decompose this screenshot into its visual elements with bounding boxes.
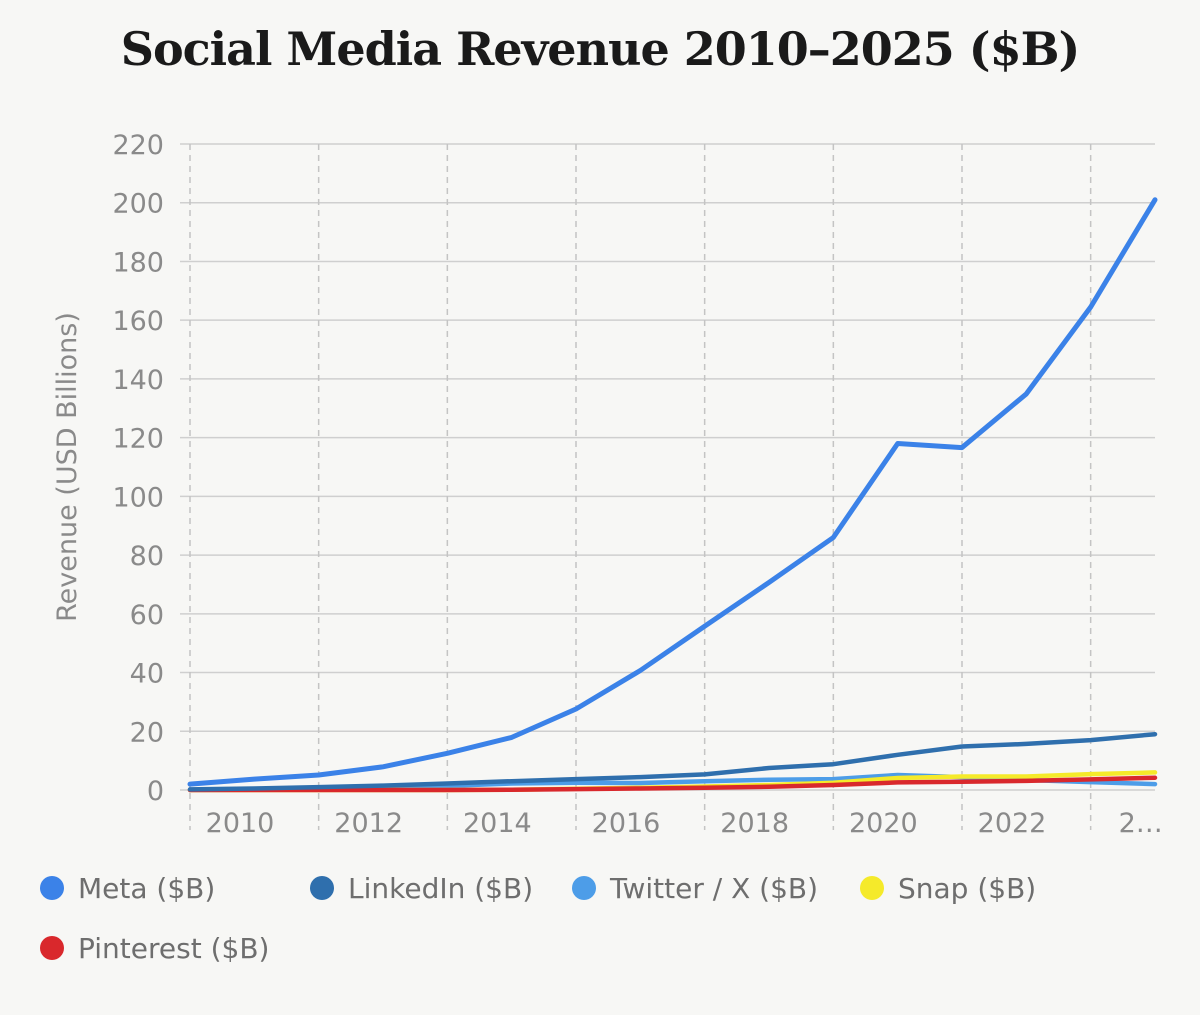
legend-swatch: [310, 876, 334, 900]
y-tick-label: 120: [112, 424, 164, 455]
y-tick-label: 220: [112, 130, 164, 161]
legend-label: Snap ($B): [898, 871, 1037, 905]
series-line-pinterest-b: [187, 775, 1158, 793]
x-axis-ticks: 2010 2012 2014 2016 2018 2020 2022 2…: [206, 808, 1163, 839]
y-tick-label: 140: [112, 365, 164, 396]
y-tick-label: 60: [130, 600, 164, 631]
y-tick-label: 0: [147, 776, 164, 807]
legend-swatch: [572, 876, 596, 900]
legend-swatch: [40, 936, 64, 960]
legend-label: Twitter / X ($B): [610, 871, 819, 905]
x-tick-label: 2014: [463, 808, 532, 839]
legend-item-pinterest-b[interactable]: Pinterest ($B): [40, 928, 269, 968]
series-line-linkedin-b: [187, 731, 1158, 792]
y-tick-label: 20: [130, 717, 164, 748]
y-axis-ticks: 0 20 40 60 80 100 120 140 160 180 200 220: [112, 130, 164, 807]
legend-swatch: [860, 876, 884, 900]
y-tick-label: 160: [112, 306, 164, 337]
y-tick-label: 100: [112, 482, 164, 513]
x-tick-label: 2018: [720, 808, 789, 839]
legend-item-linkedin-b[interactable]: LinkedIn ($B): [310, 868, 533, 908]
legend-item-snap-b[interactable]: Snap ($B): [860, 868, 1036, 908]
legend-label: Meta ($B): [78, 871, 216, 905]
y-axis-title: Revenue (USD Billions): [52, 312, 83, 622]
series-lines: [187, 197, 1158, 793]
x-tick-label: 2…: [1119, 808, 1163, 839]
x-tick-label: 2016: [592, 808, 661, 839]
y-tick-label: 180: [112, 247, 164, 278]
y-tick-label: 80: [130, 541, 164, 572]
y-tick-label: 40: [130, 659, 164, 690]
y-tick-label: 200: [112, 189, 164, 220]
legend-item-meta-b[interactable]: Meta ($B): [40, 868, 215, 908]
gridlines: [180, 143, 1155, 830]
chart-title: Social Media Revenue 2010–2025 ($B): [120, 22, 1080, 76]
legend-label: LinkedIn ($B): [348, 871, 534, 905]
legend-swatch: [40, 876, 64, 900]
legend-label: Pinterest ($B): [78, 931, 270, 965]
x-tick-label: 2020: [849, 808, 918, 839]
x-tick-label: 2022: [978, 808, 1047, 839]
x-tick-label: 2012: [334, 808, 403, 839]
x-tick-label: 2010: [206, 808, 275, 839]
legend-item-twitter-x-b[interactable]: Twitter / X ($B): [572, 868, 818, 908]
series-line-meta-b: [187, 197, 1158, 787]
